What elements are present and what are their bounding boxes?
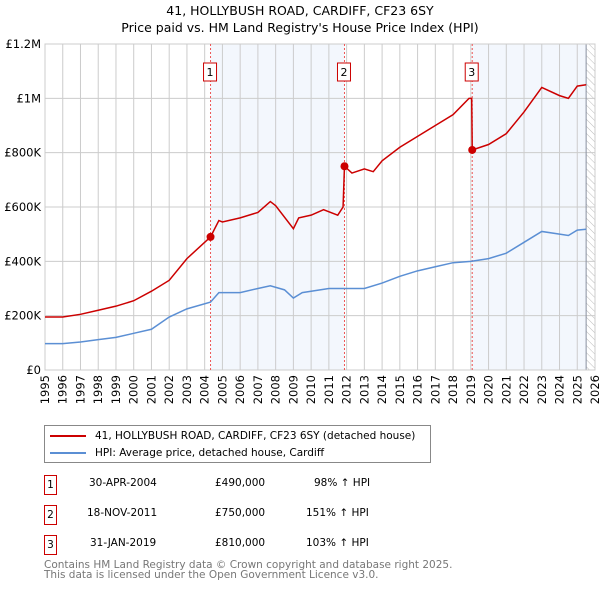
subtitle-line: Price paid vs. HM Land Registry's House … [121, 20, 479, 35]
sale-label: 3 [468, 66, 475, 79]
sale-point [340, 162, 349, 171]
y-tick-label: £400K [4, 254, 41, 268]
legend: 41, HOLLYBUSH ROAD, CARDIFF, CF23 6SY (d… [44, 425, 431, 463]
sale-date: 18-NOV-2011 [87, 507, 158, 519]
x-tick-label: 2006 [233, 375, 247, 404]
x-tick-label: 2020 [482, 375, 496, 404]
x-tick-label: 2021 [499, 375, 513, 404]
x-tick-label: 1998 [91, 375, 105, 404]
footer-licence: This data is licensed under the Open Gov… [44, 569, 379, 581]
sale-label-box [336, 62, 351, 82]
sale-hpi: 98% ↑ HPI [314, 477, 371, 489]
x-tick-label: 2000 [127, 375, 141, 404]
sale-hpi: 103% ↑ HPI [306, 537, 369, 549]
y-tick-label: £200K [4, 309, 41, 323]
x-tick-label: 1997 [73, 375, 87, 404]
sale-point [206, 232, 215, 241]
x-tick-label: 2019 [464, 375, 478, 404]
sale-price: £810,000 [215, 537, 266, 549]
sale-point [468, 145, 477, 154]
sale-number: 3 [44, 535, 57, 555]
sale-date: 31-JAN-2019 [90, 537, 157, 549]
x-tick-label: 2007 [251, 375, 265, 404]
sale-number: 1 [44, 475, 57, 495]
legend-swatch-property [50, 435, 86, 437]
x-tick-label: 2011 [322, 375, 336, 404]
footer-copyright: Contains HM Land Registry data © Crown c… [44, 559, 453, 571]
sale-label-box [464, 62, 479, 82]
x-tick-label: 2017 [428, 375, 442, 404]
sale-price: £750,000 [215, 507, 266, 519]
x-tick-label: 2001 [144, 375, 158, 404]
sale-label: 2 [340, 66, 347, 79]
legend-label-hpi: HPI: Average price, detached house, Card… [95, 447, 325, 459]
legend-swatch-hpi [50, 452, 86, 454]
plot-border [44, 43, 596, 371]
sale-date: 30-APR-2004 [89, 477, 157, 489]
sale-label-box [203, 62, 218, 82]
sale-number: 2 [44, 505, 57, 525]
x-tick-label: 2010 [304, 375, 318, 404]
series-line [45, 84, 587, 318]
x-tick-label: 2023 [535, 375, 549, 404]
chart-title: 41, HOLLYBUSH ROAD, CARDIFF, CF23 6SY Pr… [0, 2, 600, 36]
footer: Contains HM Land Registry data © Crown c… [44, 559, 453, 581]
x-tick-label: 2016 [411, 375, 425, 404]
x-tick-label: 1999 [109, 375, 123, 404]
x-tick-label: 2025 [570, 375, 584, 404]
x-tick-label: 2005 [215, 375, 229, 404]
title-line: 41, HOLLYBUSH ROAD, CARDIFF, CF23 6SY [166, 3, 434, 18]
series-line [45, 228, 587, 345]
x-tick-label: 2012 [340, 375, 354, 404]
x-tick-label: 2009 [286, 375, 300, 404]
x-tick-label: 2026 [588, 375, 600, 404]
x-tick-label: 1995 [38, 375, 52, 404]
y-tick-label: £1M [16, 91, 41, 105]
y-tick-label: £800K [4, 146, 41, 160]
x-tick-label: 2004 [198, 375, 212, 404]
x-tick-label: 2018 [446, 375, 460, 404]
sale-price: £490,000 [215, 477, 266, 489]
x-tick-label: 2008 [269, 375, 283, 404]
y-tick-label: £600K [4, 200, 41, 214]
y-tick-label: £1.2M [5, 37, 41, 51]
sale-hpi: 151% ↑ HPI [306, 507, 369, 519]
x-tick-label: 2013 [357, 375, 371, 404]
x-tick-label: 2003 [180, 375, 194, 404]
x-tick-label: 2015 [393, 375, 407, 404]
x-tick-label: 1996 [56, 375, 70, 404]
y-tick-label: £0 [26, 363, 41, 377]
x-tick-label: 2002 [162, 375, 176, 404]
x-tick-label: 2022 [517, 375, 531, 404]
x-tick-label: 2014 [375, 375, 389, 404]
legend-label-property: 41, HOLLYBUSH ROAD, CARDIFF, CF23 6SY (d… [95, 430, 416, 442]
price-chart: 1995 1996 1997 1998 1999 2000 2001 2002 2003 2004… [4, 37, 600, 404]
x-tick-label: 2024 [553, 375, 567, 404]
sale-label: 1 [207, 66, 214, 79]
